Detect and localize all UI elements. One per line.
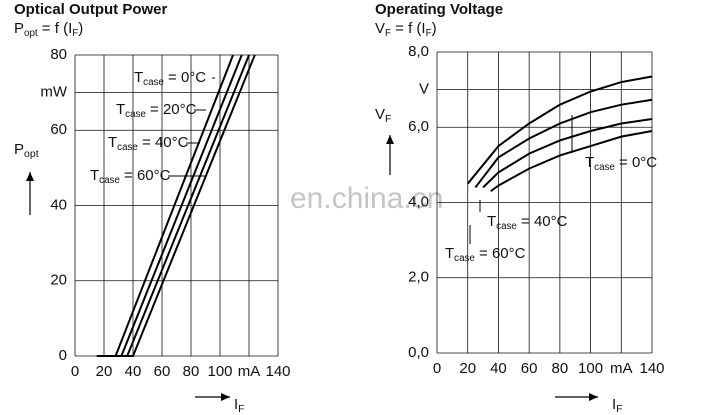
series-label-part: case bbox=[117, 142, 138, 153]
x-tick-label: 140 bbox=[265, 363, 290, 380]
y-tick-label: 2,0 bbox=[408, 269, 429, 286]
y-axis-label-part: opt bbox=[24, 148, 39, 160]
y-tick-label: 8,0 bbox=[408, 43, 429, 60]
x-tick-label: mA bbox=[610, 360, 633, 377]
x-tick-label: 60 bbox=[154, 363, 171, 380]
arrow-head bbox=[386, 135, 394, 144]
series-label-part: = 40°C bbox=[138, 134, 189, 151]
subtitle-part: = f (I bbox=[38, 20, 73, 37]
series-label-part: = 40°C bbox=[517, 213, 568, 230]
x-tick-label: 140 bbox=[639, 360, 664, 377]
series-label-part: T bbox=[116, 101, 125, 118]
curve bbox=[474, 98, 653, 189]
series-label-part: case bbox=[454, 253, 475, 264]
x-tick-label: 20 bbox=[459, 360, 476, 377]
x-axis-label-part: F bbox=[616, 403, 622, 415]
y-axis-label-part: V bbox=[375, 106, 385, 123]
x-axis-label: IF bbox=[612, 396, 623, 415]
y-axis-label-part: F bbox=[385, 113, 391, 125]
x-tick-label: 0 bbox=[71, 363, 79, 380]
series-label-part: case bbox=[143, 77, 164, 88]
x-tick-label: 20 bbox=[96, 363, 113, 380]
series-label: Tcase = 0°C bbox=[585, 154, 657, 173]
watermark: en.china.cn bbox=[290, 182, 443, 215]
x-tick-label: mA bbox=[238, 363, 261, 380]
x-tick-label: 60 bbox=[521, 360, 538, 377]
y-tick-label: V bbox=[419, 81, 429, 98]
x-tick-label: 0 bbox=[433, 360, 441, 377]
curve bbox=[490, 130, 653, 193]
x-tick-label: 40 bbox=[125, 363, 142, 380]
series-label: Tcase = 20°C bbox=[116, 101, 197, 120]
x-tick-label: 100 bbox=[207, 363, 232, 380]
x-tick-label: 80 bbox=[552, 360, 569, 377]
series-label-part: = 0°C bbox=[164, 69, 206, 86]
y-tick-label: 80 bbox=[50, 46, 67, 63]
y-tick-label: 6,0 bbox=[408, 118, 429, 135]
arrow-head bbox=[221, 393, 230, 401]
x-tick-label: 80 bbox=[183, 363, 200, 380]
series-label-part: case bbox=[496, 221, 517, 232]
y-tick-label: 0,0 bbox=[408, 344, 429, 361]
subtitle-part: F bbox=[426, 28, 432, 39]
x-tick-label: 40 bbox=[490, 360, 507, 377]
chart-title: Operating Voltage bbox=[375, 1, 503, 18]
subtitle-part: V bbox=[375, 20, 385, 37]
subtitle-part: F bbox=[72, 28, 78, 39]
y-axis-label-part: P bbox=[14, 141, 24, 158]
subtitle-part: opt bbox=[24, 28, 38, 39]
series-label-part: T bbox=[90, 167, 99, 184]
subtitle: VF = f (IF) bbox=[375, 20, 437, 39]
series-label-part: T bbox=[108, 134, 117, 151]
arrow-head bbox=[26, 172, 34, 181]
subtitle-part: F bbox=[385, 28, 391, 39]
subtitle-part: = f (I bbox=[391, 20, 426, 37]
y-tick-label: 20 bbox=[50, 272, 67, 289]
subtitle: Popt = f (IF) bbox=[14, 20, 83, 39]
x-axis-label-part: I bbox=[234, 396, 238, 413]
series-label-part: T bbox=[134, 69, 143, 86]
series-label: Tcase = 60°C bbox=[90, 167, 171, 186]
series-label: Tcase = 60°C bbox=[445, 245, 526, 264]
y-tick-label: 40 bbox=[50, 196, 67, 213]
arrow-head bbox=[589, 393, 598, 401]
y-axis-label: VF bbox=[375, 106, 391, 125]
curve bbox=[466, 75, 653, 185]
series-label: Tcase = 0°C bbox=[134, 69, 206, 88]
x-tick-label: 100 bbox=[578, 360, 603, 377]
series-label-part: = 60°C bbox=[475, 245, 526, 262]
chart-title: Optical Output Power bbox=[14, 1, 168, 18]
curve bbox=[111, 54, 256, 357]
series-label-part: case bbox=[99, 175, 120, 186]
series-label-part: T bbox=[487, 213, 496, 230]
subtitle-part: P bbox=[14, 20, 24, 37]
x-axis-label: IF bbox=[234, 396, 245, 415]
series-label-part: = 20°C bbox=[146, 101, 197, 118]
series-label-part: T bbox=[585, 154, 594, 171]
series-label: Tcase = 40°C bbox=[108, 134, 189, 153]
y-tick-label: 60 bbox=[50, 121, 67, 138]
subtitle-part: ) bbox=[78, 20, 83, 37]
series-label-part: = 0°C bbox=[615, 154, 657, 171]
y-tick-label: 0 bbox=[59, 347, 67, 364]
y-tick-label: 4,0 bbox=[408, 193, 429, 210]
curve bbox=[482, 117, 653, 189]
y-axis-label: Popt bbox=[14, 141, 39, 160]
series-label-part: case bbox=[125, 109, 146, 120]
series-label-part: = 60°C bbox=[120, 167, 171, 184]
subtitle-part: ) bbox=[432, 20, 437, 37]
x-axis-label-part: F bbox=[238, 403, 244, 415]
x-axis-label-part: I bbox=[612, 396, 616, 413]
series-label-part: case bbox=[594, 162, 615, 173]
series-label: Tcase = 40°C bbox=[487, 213, 568, 232]
y-tick-label: mW bbox=[40, 84, 67, 101]
series-label-part: T bbox=[445, 245, 454, 262]
